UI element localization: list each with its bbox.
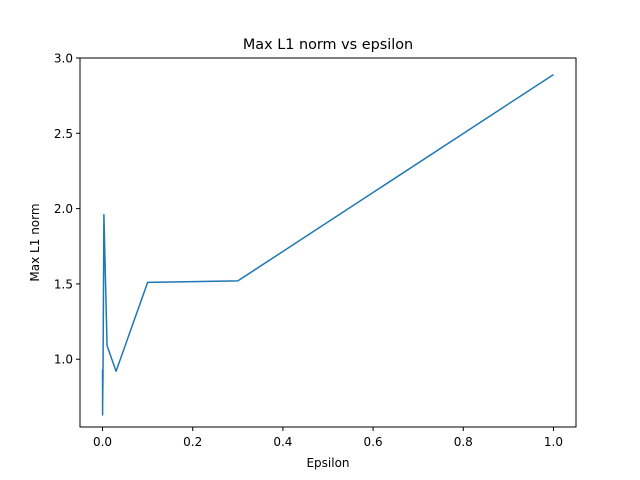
y-axis-ticks: 1.0 1.5 2.0 2.5 3.0	[54, 52, 80, 367]
plot-frame	[79, 57, 577, 428]
plot-area	[80, 58, 576, 427]
x-tick-label: 0.8	[454, 435, 473, 449]
chart-title: Max L1 norm vs epsilon	[243, 37, 413, 53]
y-axis-label: Max L1 norm	[28, 203, 42, 281]
y-tick-label: 2.0	[54, 202, 73, 216]
x-tick-label: 0.4	[273, 435, 292, 449]
x-axis-label: Epsilon	[306, 456, 349, 470]
y-tick-label: 2.5	[54, 127, 73, 141]
y-tick-label: 1.5	[54, 277, 73, 291]
x-tick-label: 0.2	[183, 435, 202, 449]
series-line-0	[101, 73, 554, 416]
x-tick-label: 0.6	[364, 435, 383, 449]
y-tick-label: 1.0	[54, 353, 73, 367]
y-tick-label: 3.0	[54, 52, 73, 66]
x-tick-label: 1.0	[544, 435, 563, 449]
x-axis-ticks: 0.0 0.2 0.4 0.6 0.8 1.0	[93, 427, 563, 449]
series-group	[101, 73, 554, 416]
x-tick-label: 0.0	[93, 435, 112, 449]
